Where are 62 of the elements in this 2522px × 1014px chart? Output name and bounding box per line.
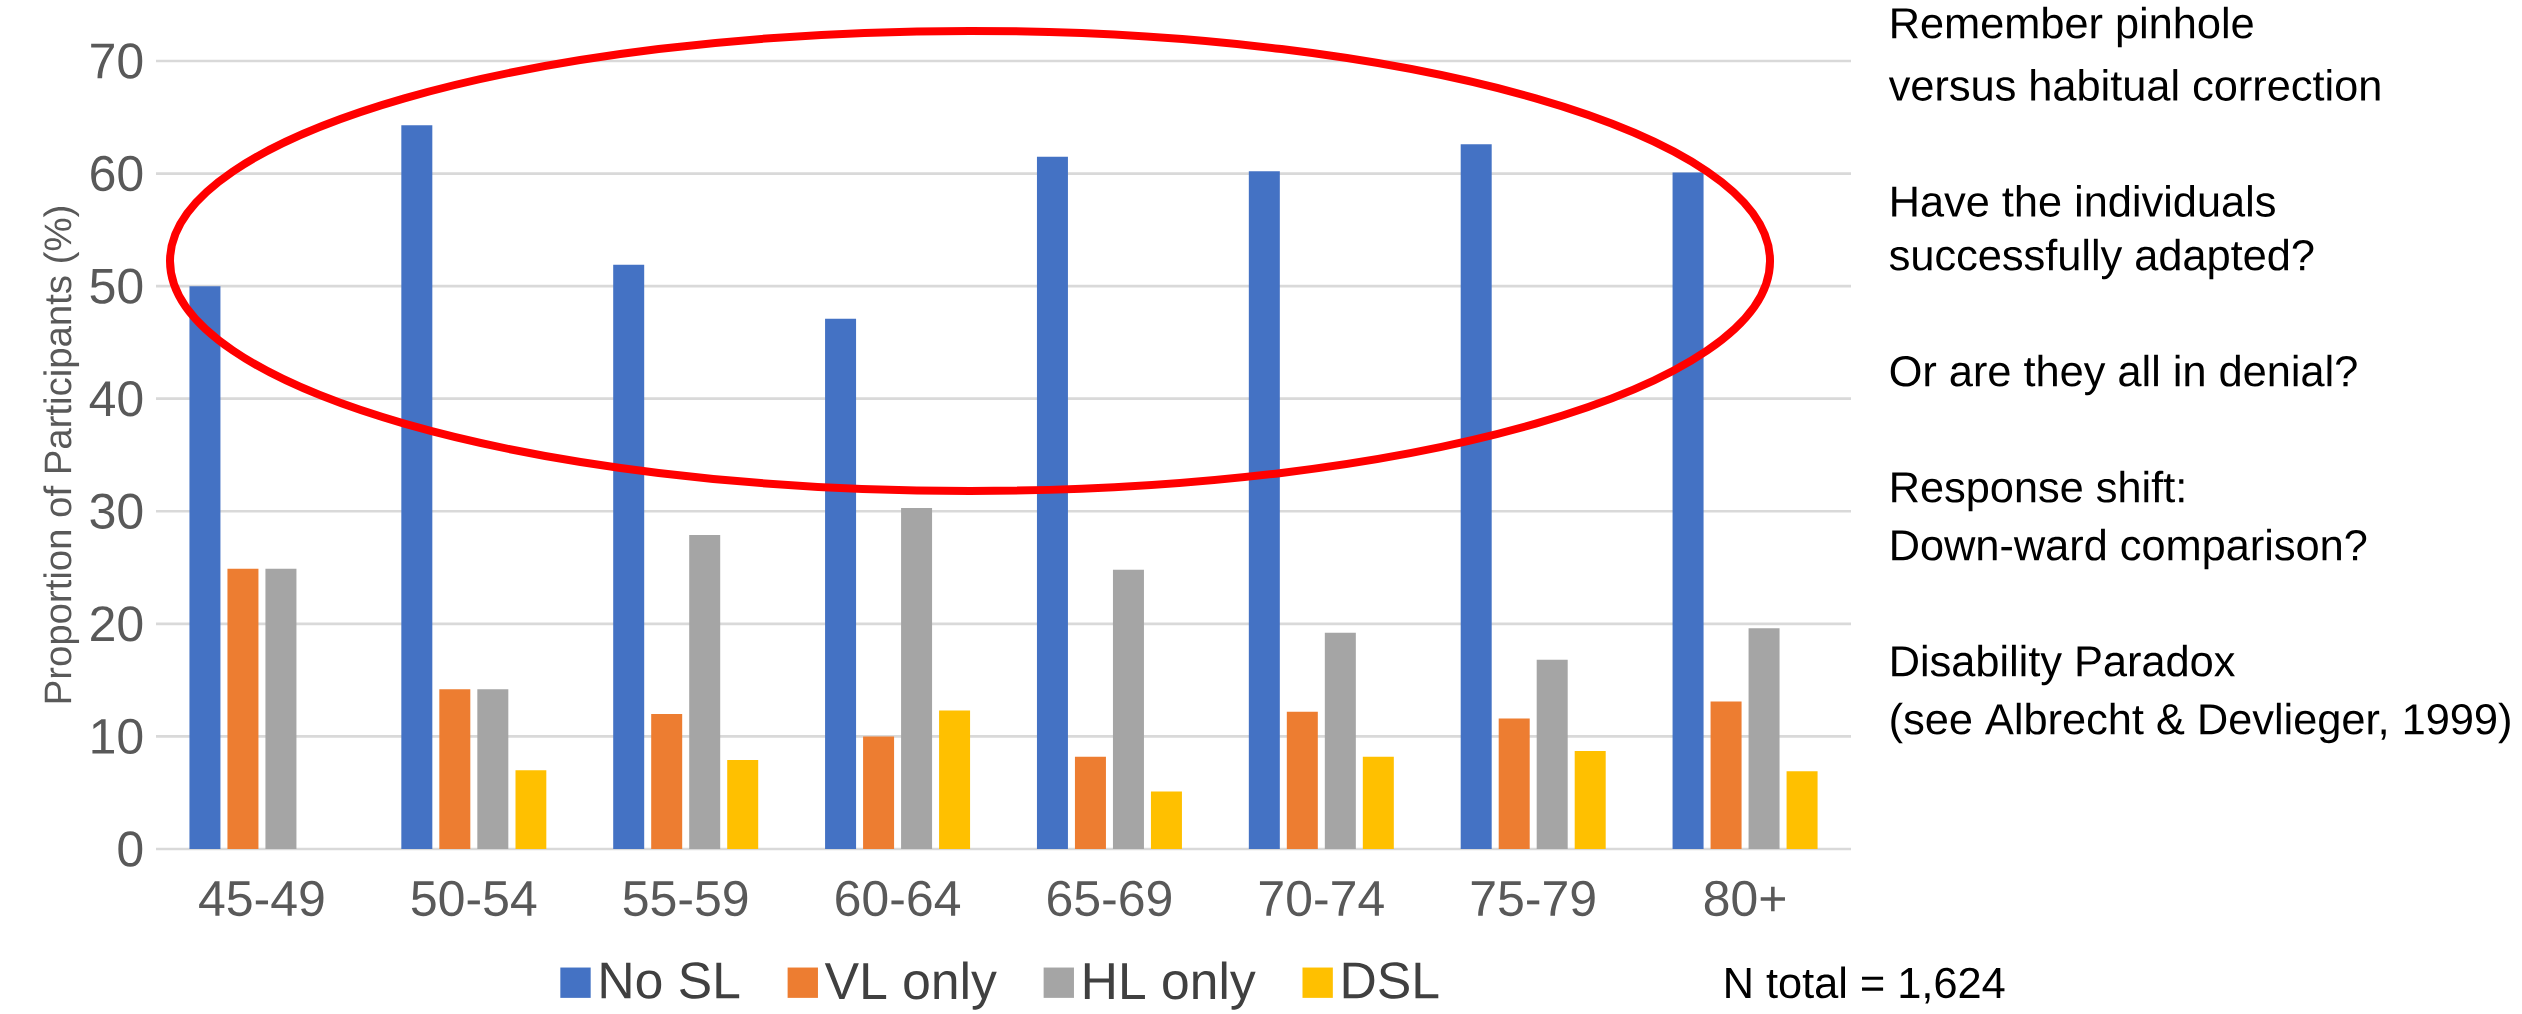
- x-tick-label: 50-54: [411, 880, 537, 917]
- y-tick-label: 30: [90, 493, 143, 529]
- bar: [1248, 171, 1280, 849]
- x-tick-label: 75-79: [1471, 880, 1595, 917]
- bar: [1460, 144, 1492, 849]
- bar: [1286, 711, 1318, 849]
- bar: [189, 286, 221, 849]
- bar: [401, 125, 433, 849]
- text: Remember pinhole: [1892, 6, 2253, 48]
- bar: [727, 760, 759, 849]
- y-tick-label: 40: [89, 380, 143, 417]
- bar: [863, 736, 895, 849]
- x-tick-label: 45-49: [199, 880, 324, 917]
- bar: [939, 710, 971, 849]
- bar: [825, 318, 857, 849]
- bar: [1150, 791, 1182, 849]
- text: Down-ward comparison?: [1892, 528, 2367, 570]
- bar: [1536, 659, 1568, 849]
- bar: [1074, 756, 1106, 849]
- text: Or are they all in denial?: [1890, 354, 2357, 396]
- bar: [1498, 718, 1530, 849]
- bar: [689, 534, 721, 849]
- bar: [1362, 756, 1394, 849]
- text: Have the individuals: [1892, 185, 2275, 217]
- y-tick-label: 50: [90, 268, 143, 304]
- bar: [1710, 701, 1742, 849]
- x-tick-label: 80+: [1704, 880, 1785, 917]
- bar: [1036, 156, 1068, 849]
- x-tick-label: 55-59: [623, 880, 748, 917]
- bar: [1672, 172, 1704, 849]
- bar: [1574, 751, 1606, 849]
- bar: [227, 568, 259, 849]
- bar: [1748, 628, 1780, 849]
- text: (see Albrecht & Devlieger, 1999): [1891, 702, 2510, 744]
- text: Disability Paradox: [1892, 644, 2235, 686]
- bar: [1786, 771, 1818, 849]
- legend-label: HL only: [1084, 961, 1256, 1010]
- y-tick-label: 70: [91, 43, 143, 79]
- text: versus habitual correction: [1888, 69, 2380, 101]
- y-tick-label: 10: [92, 718, 143, 755]
- text: Response shift:: [1892, 470, 2184, 512]
- bar: [439, 689, 471, 849]
- bar: [515, 770, 547, 849]
- bar: [1324, 632, 1356, 849]
- legend-label: DSL: [1343, 962, 1439, 999]
- y-tick-label: 0: [118, 831, 143, 867]
- text: successfully adapted?: [1889, 238, 2314, 280]
- y-tick-label: 20: [91, 606, 143, 642]
- text: N total = 1,624: [1726, 966, 2005, 1004]
- x-tick-label: 65-69: [1048, 880, 1171, 917]
- legend-label: No SL: [601, 962, 740, 999]
- bar: [1112, 569, 1144, 849]
- y-tick-label: 60: [91, 155, 143, 192]
- bar: [901, 507, 933, 849]
- x-tick-label: 60-64: [836, 880, 961, 917]
- y-axis-title: Proportion of Participants (%): [43, 207, 80, 703]
- legend-label: VL only: [824, 961, 997, 1010]
- bar: [651, 713, 683, 849]
- bar: [265, 568, 297, 849]
- bar: [613, 264, 645, 849]
- x-tick-label: 70-74: [1259, 880, 1384, 917]
- bar: [477, 689, 509, 849]
